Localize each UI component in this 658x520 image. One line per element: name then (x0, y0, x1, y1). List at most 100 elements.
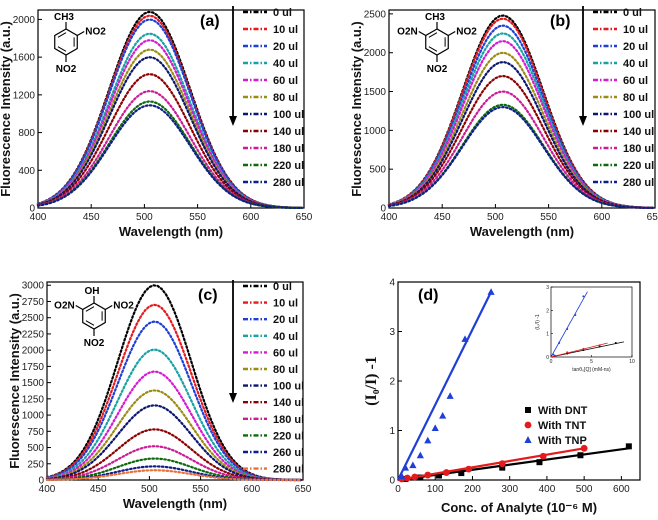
inset-x-label: tanθ₀[Q] (mM-ns) (572, 367, 611, 373)
data-point (499, 464, 506, 471)
y-tick-label: 1250 (22, 394, 45, 405)
double-bond (85, 320, 95, 326)
x-tick-label: 500 (136, 212, 153, 223)
inset-data-point (614, 342, 617, 344)
bond (418, 30, 427, 37)
inset-data-point (574, 314, 577, 316)
x-tick-label: 550 (192, 484, 209, 495)
y-tick-label: 3 (389, 327, 395, 338)
x-tick-label: 500 (141, 484, 158, 495)
inset-fit-line (550, 291, 588, 358)
legend-label: 40 ul (273, 58, 298, 70)
data-point (580, 444, 588, 452)
legend-label: 60 ul (623, 75, 648, 87)
legend-label: 280 ul (273, 464, 304, 476)
quench-arrow-head (579, 116, 587, 126)
inset-data-point (598, 344, 601, 347)
inset-background (527, 284, 638, 374)
fit-line (397, 447, 629, 482)
inset-data-point (554, 354, 557, 357)
x-tick-label: 450 (90, 484, 107, 495)
substituent-right: NO2 (456, 27, 477, 38)
legend-label: 40 ul (273, 331, 298, 343)
x-tick-label: 0 (395, 484, 401, 495)
legend-label: 10 ul (623, 24, 648, 36)
legend-marker (524, 421, 532, 429)
x-tick-label: 600 (242, 212, 259, 223)
panel-a: 400 450 500 550 600 6500400800120016002000Wav… (0, 6, 313, 239)
substituent-right: NO2 (113, 301, 134, 312)
data-point (536, 459, 543, 466)
x-axis-label: Wavelength (nm) (123, 496, 227, 511)
data-point (411, 473, 419, 481)
x-tick-label: 200 (464, 484, 481, 495)
x-tick-label: 600 (613, 484, 630, 495)
data-point (409, 461, 417, 469)
x-tick-label: 600 (243, 484, 260, 495)
y-tick-label: 0 (380, 204, 386, 215)
data-point (398, 472, 406, 480)
series-curve (387, 39, 654, 209)
legend: 0 ul 10 ul 20 ul 40 ul 60 ul 80 ul 100 ul 140 u… (243, 7, 304, 189)
x-tick-label: 600 (593, 212, 610, 223)
substituent-right: NO2 (85, 27, 106, 38)
y-tick-label: 2 (389, 377, 395, 388)
inset-y-tick-label: 1 (546, 332, 549, 338)
series-curve (387, 103, 654, 209)
bond (75, 304, 84, 311)
legend-label: 180 ul (273, 414, 304, 426)
x-tick-label: 550 (540, 212, 557, 223)
y-tick-label: 750 (27, 427, 44, 438)
y-tick-label: 500 (369, 165, 386, 176)
substituent-top: CH3 (54, 12, 74, 23)
legend: 0 ul 10 ul 20 ul 40 ul 60 ul 80 ul 100 ul 140 u… (593, 7, 654, 189)
legend-label: 140 ul (273, 126, 304, 138)
substituent-bottom: NO2 (84, 338, 105, 349)
legend-label: 280 ul (623, 177, 654, 189)
legend-label: 220 ul (273, 430, 304, 442)
legend-label: 180 ul (273, 143, 304, 155)
legend-label: With DNT (538, 405, 588, 417)
data-point (461, 335, 469, 342)
bond (447, 30, 456, 37)
y-tick-label: 1 (389, 426, 395, 437)
inset-data-point (582, 295, 585, 298)
x-tick-label: 500 (487, 212, 504, 223)
legend-label: 20 ul (273, 314, 298, 326)
data-point (446, 392, 454, 399)
legend-label: 60 ul (273, 75, 298, 87)
quench-arrow-head (229, 116, 237, 126)
substituent-left: O2N (54, 301, 75, 312)
double-bond (428, 32, 438, 38)
inset-data-point (566, 328, 569, 330)
data-point (403, 474, 411, 482)
data-point (458, 470, 465, 477)
substituent-bottom: NO2 (56, 64, 77, 75)
legend-label: 280 ul (273, 177, 304, 189)
y-tick-label: 2500 (364, 9, 387, 20)
legend-label: 10 ul (273, 298, 298, 310)
y-axis-label: (I₀/I) -1 (363, 356, 380, 406)
data-point (424, 436, 432, 444)
x-tick-label: 500 (576, 484, 593, 495)
legend-label: With TNP (538, 435, 587, 447)
y-tick-label: 2500 (22, 313, 45, 324)
y-tick-label: 2000 (22, 346, 45, 357)
substituent-left: O2N (397, 27, 418, 38)
substituent-bottom: NO2 (427, 64, 448, 75)
y-tick-label: 250 (27, 459, 44, 470)
legend-label: 20 ul (273, 41, 298, 53)
legend-marker (525, 407, 531, 413)
y-tick-label: 1000 (364, 126, 387, 137)
plot-frame (37, 9, 305, 209)
legend-label: 100 ul (273, 381, 304, 393)
x-axis-label: Conc. of Analyte (10⁻⁶ M) (441, 500, 597, 515)
inset-data-point (566, 351, 569, 354)
data-point (487, 288, 495, 295)
legend-label: 260 ul (273, 447, 304, 459)
legend-label: 20 ul (623, 41, 648, 53)
y-tick-label: 1500 (22, 378, 45, 389)
series-curve (45, 469, 303, 482)
